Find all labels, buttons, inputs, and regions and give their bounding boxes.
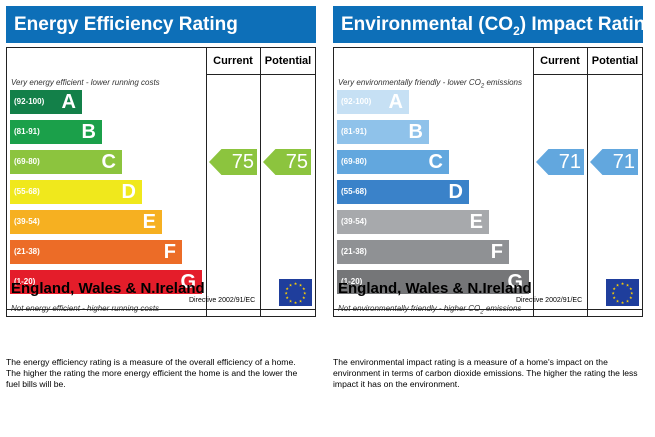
svg-text:★: ★: [630, 291, 634, 296]
environmental-band-a: (92-100) A: [337, 90, 409, 114]
environmental-band-range: (39-54): [341, 217, 367, 226]
svg-text:★: ★: [621, 300, 625, 305]
energy-band-f: (21-38) F: [10, 240, 182, 264]
energy-grid: Current Potential Very energy efficient …: [6, 47, 316, 317]
energy-band-letter: E: [142, 211, 156, 233]
environmental-band-e: (39-54) E: [337, 210, 489, 234]
energy-band-letter: B: [81, 121, 96, 143]
energy-band-e: (39-54) E: [10, 210, 162, 234]
environmental-bottom-note: Not environmentally friendly - higher CO…: [338, 304, 522, 316]
eu-flag-icon: ★ ★★ ★★★ ★★★ ★★★: [279, 279, 312, 306]
environmental-band-d: (55-68) D: [337, 180, 469, 204]
energy-band-range: (69-80): [14, 157, 40, 166]
environmental-footer-region: England, Wales & N.Ireland: [338, 280, 532, 297]
environmental-band-range: (92-100): [341, 97, 372, 106]
svg-text:★: ★: [302, 295, 306, 300]
environmental-band-range: (1-20): [341, 277, 363, 286]
energy-band-g: (1-20) G: [10, 270, 202, 294]
svg-text:★: ★: [629, 286, 633, 291]
svg-text:★: ★: [284, 291, 288, 296]
svg-text:★: ★: [626, 283, 630, 288]
energy-band-range: (1-20): [14, 277, 36, 286]
svg-text:★: ★: [299, 299, 303, 304]
environmental-band-c: (69-80) C: [337, 150, 449, 174]
environmental-title: Environmental (CO2) Impact Rating: [333, 6, 643, 43]
environmental-impact-panel: Environmental (CO2) Impact Rating Curren…: [333, 6, 643, 317]
svg-text:★: ★: [612, 295, 616, 300]
environmental-grid: Current Potential Very environmentally f…: [333, 47, 643, 317]
energy-caption: The energy efficiency rating is a measur…: [6, 357, 298, 389]
svg-text:★: ★: [285, 286, 289, 291]
environmental-band-range: (69-80): [341, 157, 367, 166]
environmental-band-letter: A: [388, 91, 403, 113]
svg-text:★: ★: [611, 291, 615, 296]
environmental-band-range: (55-68): [341, 187, 367, 196]
energy-bottom-note: Not energy efficient - higher running co…: [11, 304, 160, 313]
energy-band-letter: F: [163, 241, 176, 263]
environmental-band-range: (21-38): [341, 247, 367, 256]
environmental-potential-rating: 71: [590, 149, 638, 175]
energy-band-d: (55-68) D: [10, 180, 142, 204]
environmental-band-range: (81-91): [341, 127, 367, 136]
energy-potential-header: Potential: [264, 55, 312, 67]
environmental-caption: The environmental impact rating is a mea…: [333, 357, 638, 389]
svg-text:★: ★: [285, 295, 289, 300]
energy-current-rating: 75: [209, 149, 257, 175]
environmental-band-letter: E: [469, 211, 483, 233]
energy-footer: England, Wales & N.Ireland Directive 200…: [6, 277, 316, 310]
energy-potential-rating: 75: [263, 149, 311, 175]
energy-band-letter: G: [180, 271, 196, 293]
environmental-current-rating: 71: [536, 149, 584, 175]
environmental-footer-directive: Directive 2002/91/EC: [516, 297, 583, 304]
energy-current-header: Current: [213, 55, 253, 67]
energy-band-a: (92-100) A: [10, 90, 82, 114]
energy-footer-directive: Directive 2002/91/EC: [189, 297, 256, 304]
svg-text:★: ★: [616, 283, 620, 288]
svg-text:★: ★: [289, 299, 293, 304]
environmental-band-letter: F: [490, 241, 503, 263]
energy-band-range: (92-100): [14, 97, 45, 106]
eu-flag-icon: ★ ★★ ★★★ ★★★ ★★★: [606, 279, 639, 306]
energy-efficiency-panel: Energy Efficiency Rating Current Potenti…: [6, 6, 316, 317]
environmental-band-letter: C: [428, 151, 443, 173]
energy-footer-region: England, Wales & N.Ireland: [11, 280, 205, 297]
energy-band-range: (81-91): [14, 127, 40, 136]
svg-text:★: ★: [294, 300, 298, 305]
energy-top-note: Very energy efficient - lower running co…: [11, 78, 160, 87]
energy-band-range: (39-54): [14, 217, 40, 226]
svg-text:★: ★: [299, 283, 303, 288]
environmental-band-b: (81-91) B: [337, 120, 429, 144]
environmental-potential-header: Potential: [591, 55, 639, 67]
energy-band-c: (69-80) C: [10, 150, 122, 174]
environmental-footer: England, Wales & N.Ireland Directive 200…: [333, 277, 643, 310]
environmental-band-letter: B: [408, 121, 423, 143]
svg-text:★: ★: [626, 299, 630, 304]
svg-text:★: ★: [303, 291, 307, 296]
svg-text:★: ★: [621, 281, 625, 286]
svg-text:★: ★: [294, 281, 298, 286]
svg-text:★: ★: [616, 299, 620, 304]
environmental-band-letter: D: [448, 181, 463, 203]
energy-band-range: (21-38): [14, 247, 40, 256]
energy-band-letter: A: [61, 91, 76, 113]
svg-text:★: ★: [289, 283, 293, 288]
environmental-top-note: Very environmentally friendly - lower CO…: [338, 78, 523, 90]
energy-title: Energy Efficiency Rating: [6, 6, 316, 43]
environmental-band-f: (21-38) F: [337, 240, 509, 264]
energy-band-letter: D: [121, 181, 136, 203]
svg-text:★: ★: [612, 286, 616, 291]
energy-band-letter: C: [101, 151, 116, 173]
energy-band-b: (81-91) B: [10, 120, 102, 144]
environmental-current-header: Current: [540, 55, 580, 67]
svg-text:★: ★: [302, 286, 306, 291]
environmental-band-letter: G: [507, 271, 523, 293]
environmental-band-g: (1-20) G: [337, 270, 529, 294]
energy-band-range: (55-68): [14, 187, 40, 196]
svg-text:★: ★: [629, 295, 633, 300]
